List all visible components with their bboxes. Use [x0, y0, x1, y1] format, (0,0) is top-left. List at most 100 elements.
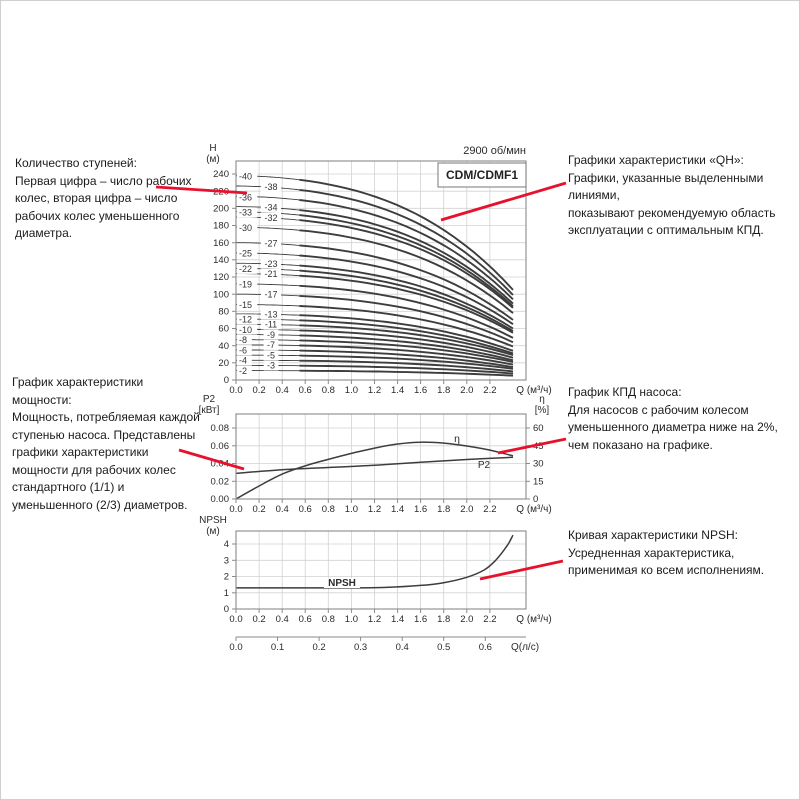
- svg-text:2: 2: [224, 572, 229, 583]
- svg-text:4: 4: [224, 539, 229, 550]
- svg-text:0.8: 0.8: [322, 614, 335, 625]
- qh-stage-labels: -40 -38 -36 -34 -33 -32 -30 -27 -25 -23 -22 -21 -19 -…: [237, 171, 282, 376]
- svg-text:0: 0: [224, 604, 229, 615]
- power-pointer: [178, 448, 245, 471]
- svg-text:P2: P2: [203, 394, 216, 405]
- svg-text:1.4: 1.4: [391, 614, 404, 625]
- svg-text:-6: -6: [239, 345, 247, 355]
- svg-text:Q (м³/ч): Q (м³/ч): [516, 614, 551, 625]
- qh-curve-17-bold: [299, 294, 514, 344]
- qh-curve-23-bold: [299, 264, 514, 330]
- p2-curve-label: P2: [478, 460, 491, 471]
- svg-text:2.0: 2.0: [460, 385, 473, 396]
- svg-text:Q (м³/ч): Q (м³/ч): [516, 504, 551, 515]
- svg-text:0.4: 0.4: [276, 504, 289, 515]
- eta-curve: [235, 441, 514, 500]
- svg-text:-3: -3: [267, 361, 275, 371]
- svg-text:-9: -9: [267, 330, 275, 340]
- qh-curve-32-bold: [299, 219, 514, 309]
- svg-text:1.4: 1.4: [391, 504, 404, 515]
- svg-text:0.2: 0.2: [312, 642, 325, 653]
- svg-text:-13: -13: [264, 309, 277, 319]
- svg-text:0.4: 0.4: [276, 385, 289, 396]
- svg-text:0.2: 0.2: [252, 614, 265, 625]
- annotation-power-body: Мощность, потребляемая каждой ступенью н…: [12, 410, 200, 512]
- svg-text:2.0: 2.0: [460, 614, 473, 625]
- svg-text:100: 100: [213, 289, 229, 300]
- annotation-npsh-title: Кривая характеристики NPSH:: [568, 528, 738, 542]
- svg-text:-32: -32: [264, 213, 277, 223]
- svg-text:-34: -34: [264, 203, 277, 213]
- svg-text:45: 45: [533, 441, 544, 452]
- svg-text:1.6: 1.6: [414, 504, 427, 515]
- svg-text:-7: -7: [267, 340, 275, 350]
- svg-text:-19: -19: [239, 280, 252, 290]
- svg-text:2.2: 2.2: [483, 504, 496, 515]
- svg-text:0.6: 0.6: [299, 614, 312, 625]
- svg-text:-8: -8: [239, 335, 247, 345]
- svg-text:200: 200: [213, 204, 229, 215]
- qh-curve-38-bold: [299, 188, 514, 296]
- qh-pointer: [440, 181, 567, 222]
- svg-text:1.2: 1.2: [368, 504, 381, 515]
- npsh-pointer: [479, 559, 564, 581]
- svg-text:Q (м³/ч): Q (м³/ч): [516, 385, 551, 396]
- svg-text:0.8: 0.8: [322, 504, 335, 515]
- svg-text:(м): (м): [206, 154, 220, 165]
- svg-text:0.2: 0.2: [252, 504, 265, 515]
- svg-text:0.5: 0.5: [437, 642, 450, 653]
- svg-text:0.0: 0.0: [229, 642, 242, 653]
- svg-text:-27: -27: [264, 238, 277, 248]
- stages-pointer: [155, 185, 248, 195]
- svg-text:NPSH: NPSH: [199, 515, 227, 526]
- svg-text:Q(л/с): Q(л/с): [511, 642, 539, 653]
- svg-text:0.02: 0.02: [211, 476, 230, 487]
- svg-text:-33: -33: [239, 208, 252, 218]
- annotation-efficiency: График КПД насоса: Для насосов с рабочим…: [568, 384, 799, 454]
- svg-text:-23: -23: [264, 259, 277, 269]
- qh-curve-27-bold: [299, 244, 514, 321]
- qh-curve-3-bold: [299, 364, 514, 375]
- svg-text:-10: -10: [239, 325, 252, 335]
- svg-text:0.6: 0.6: [299, 504, 312, 515]
- svg-text:CDM/CDMF1: CDM/CDMF1: [446, 168, 518, 182]
- svg-text:-17: -17: [264, 290, 277, 300]
- svg-text:-5: -5: [267, 350, 275, 360]
- svg-text:-22: -22: [239, 264, 252, 274]
- svg-text:0.4: 0.4: [276, 614, 289, 625]
- qh-curve-21-bold: [299, 274, 514, 334]
- svg-text:H: H: [209, 143, 216, 154]
- svg-text:2.0: 2.0: [460, 504, 473, 515]
- svg-text:0: 0: [224, 375, 229, 386]
- svg-text:1.0: 1.0: [345, 504, 358, 515]
- qh-stage-curves: [236, 175, 514, 377]
- qh-curve-4-bold: [299, 359, 514, 373]
- svg-text:0.8: 0.8: [322, 385, 335, 396]
- qh-chart: 0.0 0.2 0.4 0.6 0.8 1.0 1.2 1.4 1.6 1.8 2.0 2.2 Q (м…: [206, 143, 551, 396]
- svg-text:140: 140: [213, 255, 229, 266]
- pointer-lines: [155, 181, 567, 581]
- speed-label: 2900 об/мин: [463, 145, 526, 157]
- annotation-qh-title: Графики характеристики «QH»:: [568, 153, 744, 167]
- svg-text:160: 160: [213, 238, 229, 249]
- annotation-efficiency-title: График КПД насоса:: [568, 385, 682, 399]
- svg-text:0.04: 0.04: [211, 459, 230, 470]
- svg-text:2.2: 2.2: [483, 614, 496, 625]
- svg-text:80: 80: [218, 307, 229, 318]
- svg-text:240: 240: [213, 169, 229, 180]
- svg-text:-40: -40: [239, 172, 252, 182]
- qh-curve-30-bold: [299, 229, 514, 314]
- svg-text:1: 1: [224, 588, 229, 599]
- annotation-npsh: Кривая характеристики NPSH: Усредненная …: [568, 527, 799, 580]
- annotation-power: График характеристики мощности: Мощность…: [12, 374, 204, 514]
- svg-text:1.6: 1.6: [414, 614, 427, 625]
- qh-curve-15-bold: [299, 305, 514, 348]
- annotation-qh: Графики характеристики «QH»: Графики, ук…: [568, 152, 799, 240]
- svg-text:-25: -25: [239, 249, 252, 259]
- svg-text:0.2: 0.2: [252, 385, 265, 396]
- lps-axis: 0.0 0.1 0.2 0.3 0.4 0.5 0.6 Q(л/с): [229, 636, 539, 653]
- qh-curve-34-bold: [299, 209, 514, 305]
- npsh-grid: [236, 531, 526, 609]
- model-badge: CDM/CDMF1: [437, 162, 527, 188]
